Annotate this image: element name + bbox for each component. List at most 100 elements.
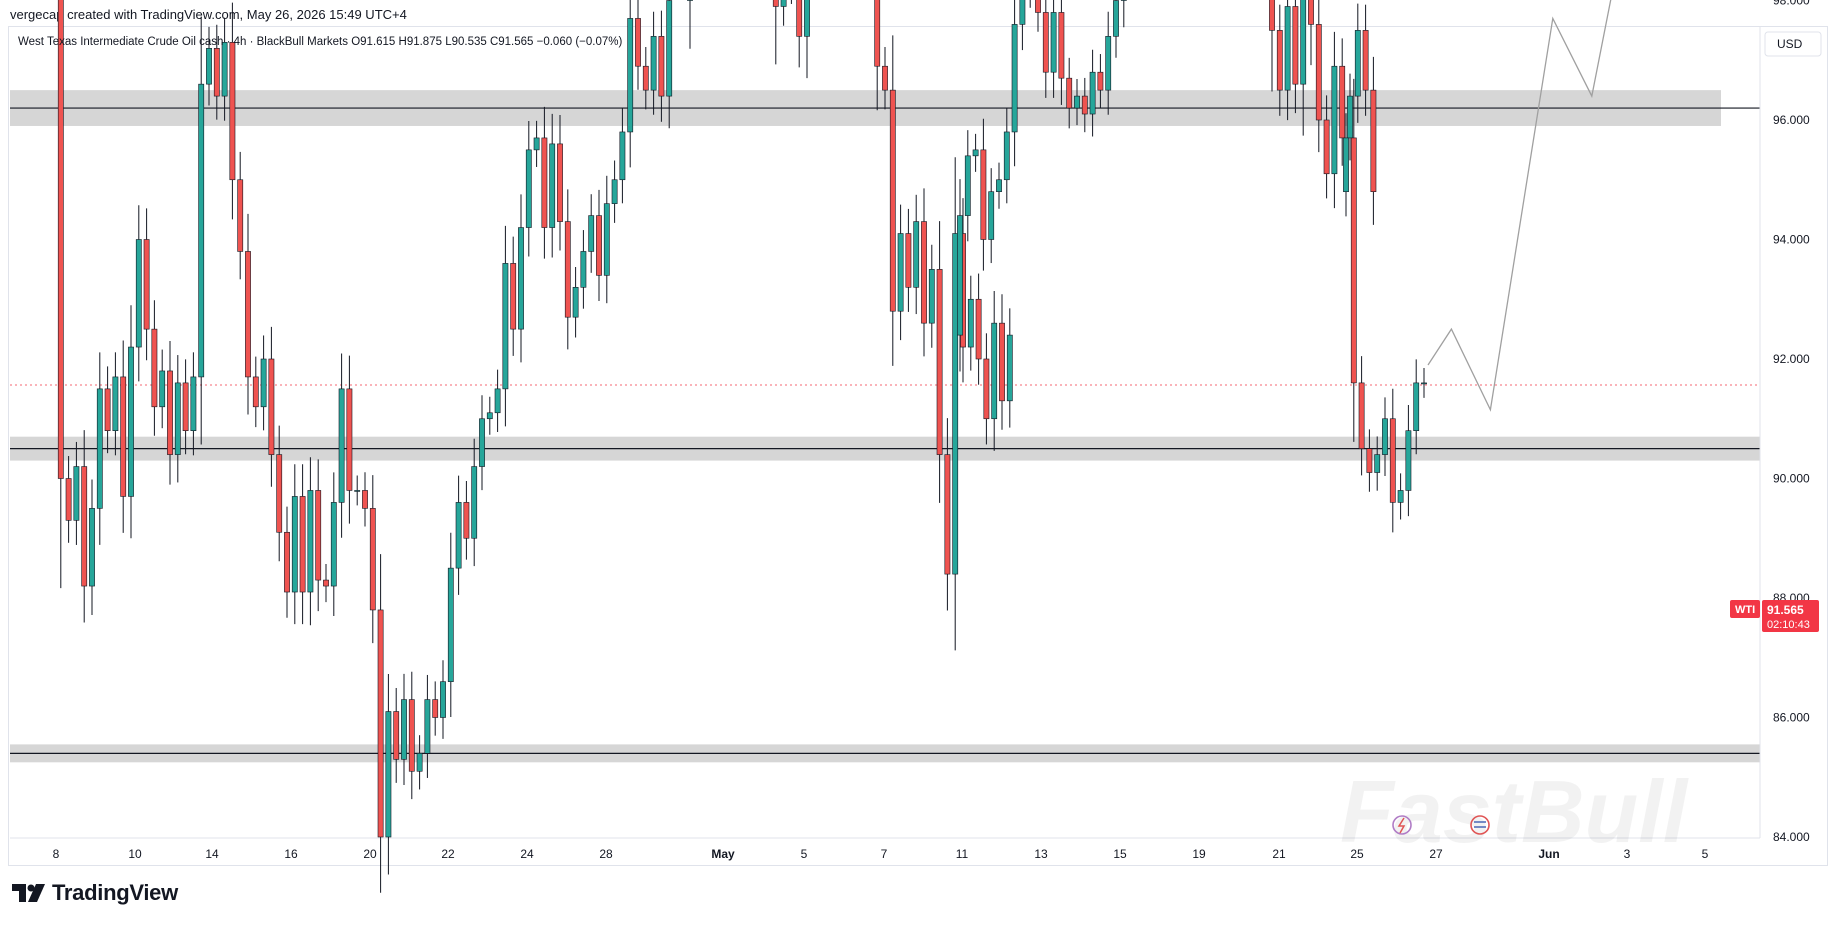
candle-171 — [1300, 0, 1307, 136]
candle-132 — [996, 162, 1002, 209]
candlestick-series — [57, 0, 1427, 893]
candle-85 — [687, 0, 693, 49]
candle-8 — [73, 441, 80, 545]
candle-59 — [471, 438, 478, 567]
candle-133 — [1003, 108, 1010, 204]
candle-80 — [635, 0, 641, 90]
candle-37 — [299, 464, 306, 625]
x-tick-label-19: 3 — [1624, 847, 1631, 861]
candle-113 — [905, 208, 912, 312]
candle-34 — [276, 425, 283, 562]
candle-168 — [1276, 4, 1283, 116]
candle-38 — [307, 457, 314, 626]
candle-176 — [1339, 38, 1346, 166]
candle-111 — [889, 35, 896, 366]
price-tag-price: 91.565 — [1767, 603, 1804, 617]
candle-61 — [486, 396, 493, 435]
x-tick-label-10: 7 — [881, 847, 888, 861]
candle-178 — [1354, 3, 1361, 123]
candle-71 — [564, 189, 571, 350]
candle-100 — [804, 0, 810, 79]
candle-55 — [440, 660, 446, 739]
candle-60 — [479, 395, 485, 491]
candle-49 — [393, 687, 400, 783]
candle-110 — [882, 46, 888, 110]
price-tag-countdown: 02:10:43 — [1767, 619, 1810, 631]
candle-67 — [533, 120, 540, 167]
candle-146 — [1105, 11, 1112, 115]
candle-97 — [780, 0, 787, 26]
price-tag: WTI 91.565 02:10:43 — [1730, 600, 1819, 632]
candle-21 — [174, 355, 181, 483]
candle-98 — [790, 0, 792, 4]
candle-70 — [557, 114, 563, 251]
lightning-icon[interactable] — [1392, 815, 1412, 835]
candle-187 — [1389, 388, 1396, 533]
candle-58 — [463, 481, 470, 560]
candle-134 — [1011, 0, 1018, 167]
candle-51 — [408, 671, 415, 800]
x-tick-label-3: 16 — [284, 847, 298, 861]
candle-83 — [658, 10, 665, 122]
candle-74 — [588, 194, 595, 273]
y-tick-label-6: 96.000 — [1773, 113, 1810, 127]
candle-33 — [268, 326, 275, 487]
candle-117 — [936, 221, 943, 503]
candle-23 — [190, 352, 197, 456]
tradingview-logo[interactable]: TradingView — [12, 880, 178, 906]
candle-130 — [980, 118, 987, 271]
indicator-icons — [1392, 815, 1490, 835]
candle-28 — [229, 2, 236, 220]
price-tag-symbol: WTI — [1735, 604, 1755, 616]
x-tick-label-18: Jun — [1538, 847, 1559, 861]
x-tick-label-12: 13 — [1034, 847, 1048, 861]
candle-109 — [874, 0, 881, 111]
calendar-icon[interactable] — [1470, 815, 1490, 835]
candle-142 — [1074, 79, 1080, 126]
candle-64 — [510, 236, 517, 356]
candle-56 — [447, 532, 454, 718]
x-tick-label-6: 24 — [520, 847, 534, 861]
candle-76 — [603, 175, 610, 304]
candle-188 — [1397, 473, 1404, 520]
candle-69 — [549, 113, 556, 258]
chart-frame — [8, 26, 1828, 866]
candle-136 — [1029, 0, 1031, 8]
x-tick-label-8: May — [711, 847, 735, 861]
x-tick-label-16: 25 — [1350, 847, 1364, 861]
candle-96 — [772, 0, 779, 65]
x-tick-label-4: 20 — [363, 847, 377, 861]
candle-52 — [416, 735, 423, 790]
candle-14 — [120, 340, 127, 533]
candle-10 — [89, 479, 95, 615]
candle-44 — [354, 475, 361, 506]
candle-17 — [143, 208, 150, 361]
y-tick-label-11: 86.000 — [1773, 711, 1810, 725]
candle-31 — [252, 356, 259, 428]
candle-45 — [362, 472, 368, 527]
currency-button[interactable] — [1764, 31, 1822, 57]
candle-173 — [1315, 0, 1322, 153]
brand-name: TradingView — [52, 880, 178, 905]
candle-179 — [1362, 4, 1369, 116]
candle-145 — [1097, 54, 1104, 109]
candle-181 — [1343, 113, 1349, 217]
candle-24 — [198, 16, 205, 445]
candle-172 — [1308, 0, 1314, 66]
candle-65 — [518, 194, 524, 363]
candle-124 — [991, 291, 998, 451]
candle-137 — [1035, 0, 1041, 32]
y-tick-label-12: 84.000 — [1773, 830, 1810, 844]
candle-147 — [1113, 0, 1119, 58]
symbol-legend: West Texas Intermediate Crude Oil cash ·… — [18, 36, 622, 48]
candle-123 — [983, 333, 990, 445]
chart-overlay: West Texas Intermediate Crude Oil cash ·… — [18, 31, 1822, 861]
currency-label: USD — [1777, 37, 1803, 51]
candle-128 — [964, 130, 971, 242]
y-axis: 108.000106.000104.000102.000100.00098.00… — [10, 0, 1810, 844]
candle-32 — [260, 335, 267, 431]
candle-6 — [57, 0, 64, 589]
candle-57 — [455, 475, 462, 595]
candle-47 — [377, 554, 384, 893]
